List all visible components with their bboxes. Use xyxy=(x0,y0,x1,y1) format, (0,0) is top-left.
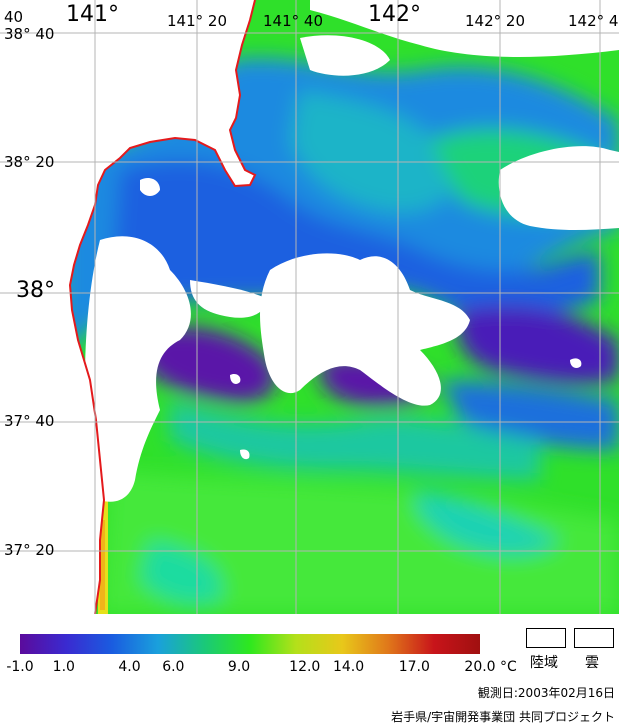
lon-label-40-left: 40 xyxy=(4,8,24,26)
cloud-small-3 xyxy=(570,358,582,368)
colorbar-tick-label: 9.0 xyxy=(227,659,251,675)
cloud-legend-label: 雲 xyxy=(585,655,599,671)
cloud-swatch xyxy=(574,628,614,648)
observation-date: 観測日:2003年02月16日 xyxy=(477,686,615,700)
colorbar-tick-label: 4.0 xyxy=(118,659,141,675)
cloud-areas xyxy=(85,0,619,502)
lon-label-141: 141° xyxy=(66,2,119,27)
lon-label-142-20: 142° 20 xyxy=(465,12,525,30)
cloud-small-1 xyxy=(140,178,160,196)
colorbar-tick-label: 14.0 xyxy=(332,659,365,675)
cloud-ne xyxy=(498,146,619,230)
cloud-small-2 xyxy=(230,373,241,384)
green-south xyxy=(100,470,619,614)
cyan-south-patch xyxy=(416,490,560,555)
colorbar-unit: °C xyxy=(500,659,517,675)
coastline xyxy=(68,0,257,614)
cyan-ring-mid xyxy=(170,400,540,480)
temperature-colorbar xyxy=(20,634,480,654)
lat-label-38-20: 38° 20 xyxy=(4,153,55,171)
cold-blue-east xyxy=(440,380,619,450)
land-legend-label: 陸域 xyxy=(530,655,558,671)
lon-label-141-40: 141° 40 xyxy=(263,12,323,30)
graticule xyxy=(0,0,619,614)
warm-strip-edge xyxy=(100,520,105,610)
cold-band-north-core xyxy=(110,160,600,319)
colorbar-tick-label: 6.0 xyxy=(162,659,185,675)
cloud-small-4 xyxy=(240,449,250,460)
colorbar-tick-label: 17.0 xyxy=(398,659,430,675)
cloud-west xyxy=(85,236,191,502)
land-north xyxy=(0,0,255,614)
colorbar-tick-label: -1.0 xyxy=(6,659,34,675)
credit-text: 岩手県/宇宙開発事業団 共同プロジェクト xyxy=(391,710,615,724)
lon-label-142: 142° xyxy=(368,2,421,27)
colorbar-fill xyxy=(20,634,480,654)
colorbar-tick-label: 1.0 xyxy=(52,659,75,675)
lon-label-141-20: 141° 20 xyxy=(167,12,227,30)
cold-purple-west xyxy=(140,326,277,403)
land-swatch xyxy=(526,628,566,648)
lat-label-38-40: 38° 40 xyxy=(4,25,55,43)
lat-label-37-20: 37° 20 xyxy=(4,541,55,559)
colorbar-tick-label: 12.0 xyxy=(289,659,321,675)
cloud-top xyxy=(310,0,619,57)
cyan-patch-center xyxy=(290,90,455,213)
cloud-west-2 xyxy=(190,280,270,318)
cyan-south-patch-2 xyxy=(140,540,222,604)
sea-surface-temperature-map xyxy=(0,0,619,614)
lat-label-37-40: 37° 40 xyxy=(4,412,55,430)
lat-label-38: 38° xyxy=(16,278,55,303)
cloud-center xyxy=(260,253,470,406)
lon-label-142-40: 142° 4 xyxy=(568,12,619,30)
cloud-top-center xyxy=(300,35,390,76)
land-areas xyxy=(0,0,255,614)
colorbar-tick-label: 20.0 xyxy=(464,659,496,675)
